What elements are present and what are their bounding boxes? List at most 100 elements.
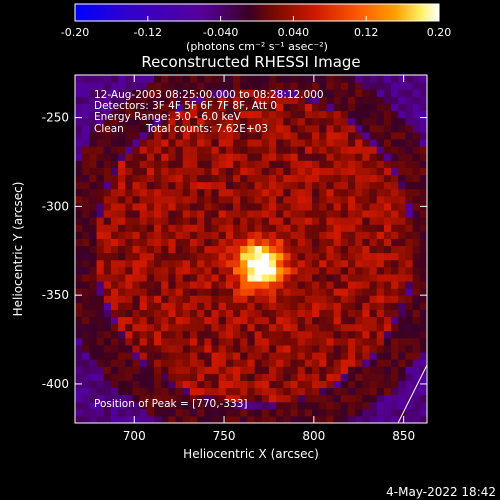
image-pixel xyxy=(405,380,414,389)
image-pixel xyxy=(125,252,134,261)
image-pixel xyxy=(254,153,263,161)
image-pixel xyxy=(110,259,119,268)
image-pixel xyxy=(154,153,162,161)
image-pixel xyxy=(369,280,378,289)
image-pixel xyxy=(412,202,421,211)
image-pixel xyxy=(125,224,134,232)
image-pixel xyxy=(154,209,162,218)
image-pixel xyxy=(211,110,220,119)
image-pixel xyxy=(154,238,162,247)
image-pixel xyxy=(340,181,349,190)
image-pixel xyxy=(154,131,162,140)
image-pixel xyxy=(319,153,328,161)
image-pixel xyxy=(398,217,407,225)
image-pixel xyxy=(319,380,328,389)
image-pixel xyxy=(233,195,241,204)
image-pixel xyxy=(297,160,306,168)
image-pixel xyxy=(326,167,335,176)
image-pixel xyxy=(333,408,342,417)
image-pixel xyxy=(211,259,220,268)
image-pixel xyxy=(161,117,169,126)
image-pixel xyxy=(154,110,162,119)
image-pixel xyxy=(290,259,299,268)
image-pixel xyxy=(139,146,148,154)
image-pixel xyxy=(182,323,191,332)
image-pixel xyxy=(319,288,328,296)
image-pixel xyxy=(132,202,141,211)
image-pixel xyxy=(283,266,292,275)
image-pixel xyxy=(233,174,241,183)
image-pixel xyxy=(383,266,392,275)
image-pixel xyxy=(304,323,313,332)
image-pixel xyxy=(175,224,184,232)
image-pixel xyxy=(312,231,320,239)
image-pixel xyxy=(146,266,155,275)
image-pixel xyxy=(240,131,249,140)
image-pixel xyxy=(175,131,184,140)
image-pixel xyxy=(276,174,284,183)
image-pixel xyxy=(82,380,90,389)
image-pixel xyxy=(333,288,342,296)
image-pixel xyxy=(233,188,241,197)
image-pixel xyxy=(118,89,126,97)
image-pixel xyxy=(189,146,198,154)
image-pixel xyxy=(154,146,162,154)
image-pixel xyxy=(261,309,270,318)
image-pixel xyxy=(132,174,141,183)
image-pixel xyxy=(118,302,126,310)
image-pixel xyxy=(110,160,119,168)
image-pixel xyxy=(240,75,249,83)
image-pixel xyxy=(161,224,169,232)
image-pixel xyxy=(319,188,328,197)
image-pixel xyxy=(211,288,220,296)
image-pixel xyxy=(319,408,328,417)
image-pixel xyxy=(355,153,363,161)
image-pixel xyxy=(197,224,205,232)
image-pixel xyxy=(96,124,105,133)
image-pixel xyxy=(398,209,407,218)
image-pixel xyxy=(340,359,349,367)
image-pixel xyxy=(218,124,227,133)
image-pixel xyxy=(276,124,284,133)
image-pixel xyxy=(312,295,320,303)
image-pixel xyxy=(333,146,342,154)
image-pixel xyxy=(398,188,407,197)
image-pixel xyxy=(333,415,342,423)
image-pixel xyxy=(233,117,241,126)
image-pixel xyxy=(110,359,119,367)
image-pixel xyxy=(218,252,227,261)
image-pixel xyxy=(333,302,342,310)
image-pixel xyxy=(398,366,407,374)
y-tick-label: -350 xyxy=(42,288,69,302)
image-pixel xyxy=(118,366,126,374)
image-pixel xyxy=(118,316,126,325)
image-pixel xyxy=(261,146,270,154)
image-pixel xyxy=(233,124,241,133)
image-pixel xyxy=(319,231,328,239)
image-pixel xyxy=(383,238,392,247)
image-pixel xyxy=(182,302,191,310)
image-pixel xyxy=(211,401,220,410)
image-pixel xyxy=(132,351,141,360)
image-pixel xyxy=(182,259,191,268)
image-pixel xyxy=(362,359,371,367)
image-pixel xyxy=(139,337,148,346)
image-pixel xyxy=(340,110,349,119)
image-pixel xyxy=(189,124,198,133)
image-pixel xyxy=(340,131,349,140)
image-pixel xyxy=(82,387,90,396)
image-pixel xyxy=(103,344,112,353)
image-pixel xyxy=(240,82,249,90)
image-pixel xyxy=(89,302,98,310)
image-pixel xyxy=(189,415,198,423)
image-pixel xyxy=(297,415,306,423)
image-pixel xyxy=(254,302,263,310)
image-pixel xyxy=(240,273,249,282)
image-pixel xyxy=(405,394,414,403)
image-pixel xyxy=(146,124,155,133)
image-pixel xyxy=(362,394,371,403)
image-pixel xyxy=(139,224,148,232)
image-pixel xyxy=(211,323,220,332)
image-pixel xyxy=(218,181,227,190)
image-pixel xyxy=(197,252,205,261)
